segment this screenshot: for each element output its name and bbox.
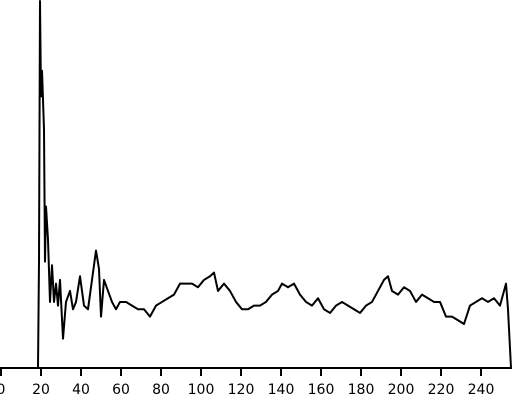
x-tick-label: 20 [32,382,50,398]
x-tick-label: 80 [152,382,170,398]
data-line [37,0,512,369]
x-tick-label: 160 [308,382,335,398]
x-tick-label: 140 [268,382,295,398]
x-tick-label: 220 [428,382,455,398]
x-tick-label: 40 [72,382,90,398]
x-tick-label: 180 [348,382,375,398]
x-tick-label: 200 [388,382,415,398]
x-tick-label: 240 [468,382,495,398]
x-tick-label: 0 [0,382,5,398]
x-tick-label: 60 [112,382,130,398]
x-tick-label: 100 [188,382,215,398]
x-tick-label: 120 [228,382,255,398]
